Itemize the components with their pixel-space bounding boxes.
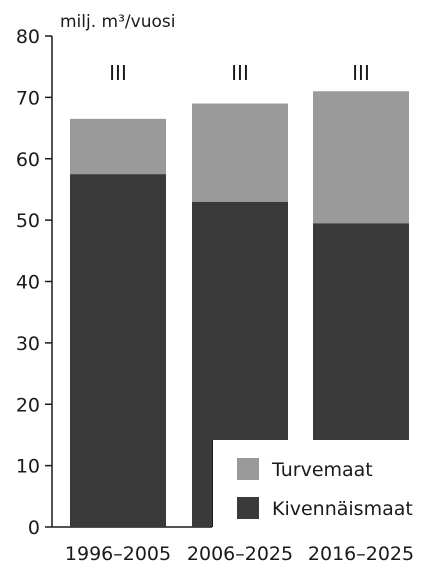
x-category-label: 2006–2025: [187, 543, 293, 565]
y-tick-label: 50: [16, 210, 40, 232]
x-category-label: 2016–2025: [308, 543, 414, 565]
y-unit-label: milj. m³/vuosi: [60, 12, 175, 32]
bar-annotation: III: [109, 61, 127, 85]
y-tick-label: 20: [16, 394, 40, 416]
x-category-label: 1996–2005: [65, 543, 171, 565]
y-tick-label: 10: [16, 456, 40, 478]
category-labels: 1996–2005 2006–2025 2016–2025: [65, 543, 414, 565]
bars: [70, 91, 409, 527]
y-tick-label: 60: [16, 149, 40, 171]
bar-kivennäismaat-1: [70, 174, 166, 527]
legend: Turvemaat Kivennäismaat: [212, 440, 425, 530]
y-tick-label: 70: [16, 87, 40, 109]
bar-annotation: III: [231, 61, 249, 85]
bar-annotations: III III III: [109, 61, 370, 85]
bar-turvemaat-3: [313, 91, 409, 224]
y-tick-label: 40: [16, 272, 40, 294]
y-tick-label: 0: [28, 517, 40, 539]
legend-swatch-kivennäismaat: [237, 497, 259, 519]
legend-swatch-turvemaat: [237, 458, 259, 480]
y-ticks: 0 10 20 30 40 50 60 70 80: [16, 26, 52, 539]
legend-items: Turvemaat Kivennäismaat: [237, 458, 413, 520]
legend-label: Turvemaat: [271, 459, 373, 481]
bar-turvemaat-1: [70, 118, 166, 175]
bar-annotation: III: [352, 61, 370, 85]
legend-label: Kivennäismaat: [272, 498, 413, 520]
bar-turvemaat-2: [192, 103, 288, 202]
y-tick-label: 80: [16, 26, 40, 48]
y-tick-label: 30: [16, 333, 40, 355]
